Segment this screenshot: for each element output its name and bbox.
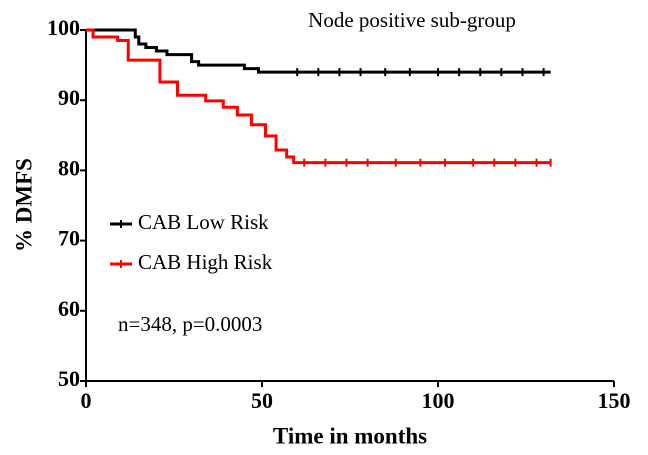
x-tick-label: 150 [598,388,631,413]
y-tick-label: 90 [58,85,80,110]
y-tick-label: 80 [58,155,80,180]
x-tick-label: 50 [251,388,273,413]
x-tick-label: 100 [422,388,455,413]
x-axis-title: Time in months [273,423,427,448]
y-tick-label: 100 [47,15,80,40]
survival-curve [86,28,551,165]
y-tick-label: 50 [58,366,80,391]
legend-label: CAB High Risk [138,250,273,274]
x-tick-label: 0 [81,388,92,413]
chart-title: Node positive sub-group [308,8,516,32]
y-axis-title: % DMFS [11,158,36,252]
survival-curve [86,28,551,74]
legend-label: CAB Low Risk [138,210,269,234]
y-tick-label: 70 [58,226,80,251]
y-tick-label: 60 [58,296,80,321]
annotation: n=348, p=0.0003 [118,312,262,336]
